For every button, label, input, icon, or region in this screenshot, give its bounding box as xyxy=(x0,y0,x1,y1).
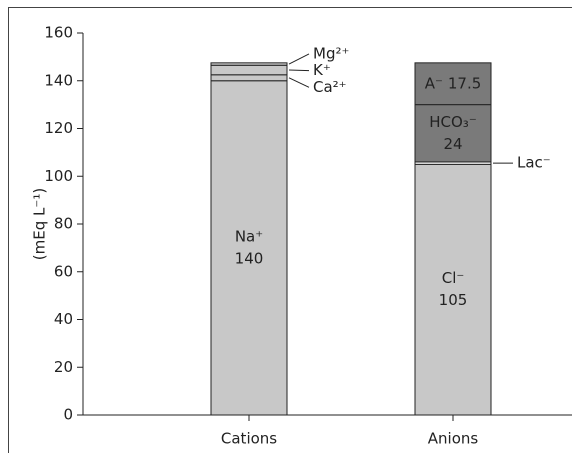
segment-name: Cl⁻ xyxy=(442,269,465,287)
y-tick-label: 0 xyxy=(63,406,73,424)
callout-label: K⁺ xyxy=(313,61,331,79)
y-axis-label: (mEq L⁻¹) xyxy=(31,188,49,260)
bar-segment xyxy=(210,62,288,66)
value-label: 17.5 xyxy=(448,74,481,92)
bar-segment xyxy=(210,80,288,416)
y-tick-label: 160 xyxy=(44,24,73,42)
callout-label: Lac⁻ xyxy=(517,154,551,172)
y-tick-label: 20 xyxy=(54,358,73,376)
y-tick-label: 100 xyxy=(44,167,73,185)
callout-line xyxy=(288,77,310,88)
segment-name: A⁻ xyxy=(425,74,443,92)
x-tick-label: Cations xyxy=(221,430,277,448)
bar-segment xyxy=(414,62,492,106)
bar-segment xyxy=(210,64,288,76)
y-tick-label: 80 xyxy=(54,215,73,233)
bar-segment xyxy=(210,74,288,82)
bar-segment xyxy=(414,104,492,163)
y-tick-label: 60 xyxy=(54,262,73,280)
callout-label: Ca²⁺ xyxy=(313,78,347,96)
callout-label: Mg²⁺ xyxy=(313,44,349,62)
y-tick-label: 40 xyxy=(54,310,73,328)
frame xyxy=(8,7,572,453)
y-tick-label: 140 xyxy=(44,71,73,89)
callout-line xyxy=(288,69,310,72)
bar-segment xyxy=(414,163,492,416)
value-label: 24 xyxy=(443,135,462,153)
x-tick-label: Anions xyxy=(428,430,479,448)
value-label: 140 xyxy=(235,249,264,267)
callout-line xyxy=(288,53,310,65)
segment-name: Na⁺ xyxy=(235,227,263,245)
segment-name: HCO₃⁻ xyxy=(429,113,477,131)
segment-label: A⁻ 17.5 xyxy=(425,74,482,92)
y-tick-label: 120 xyxy=(44,119,73,137)
value-label: 105 xyxy=(439,291,468,309)
